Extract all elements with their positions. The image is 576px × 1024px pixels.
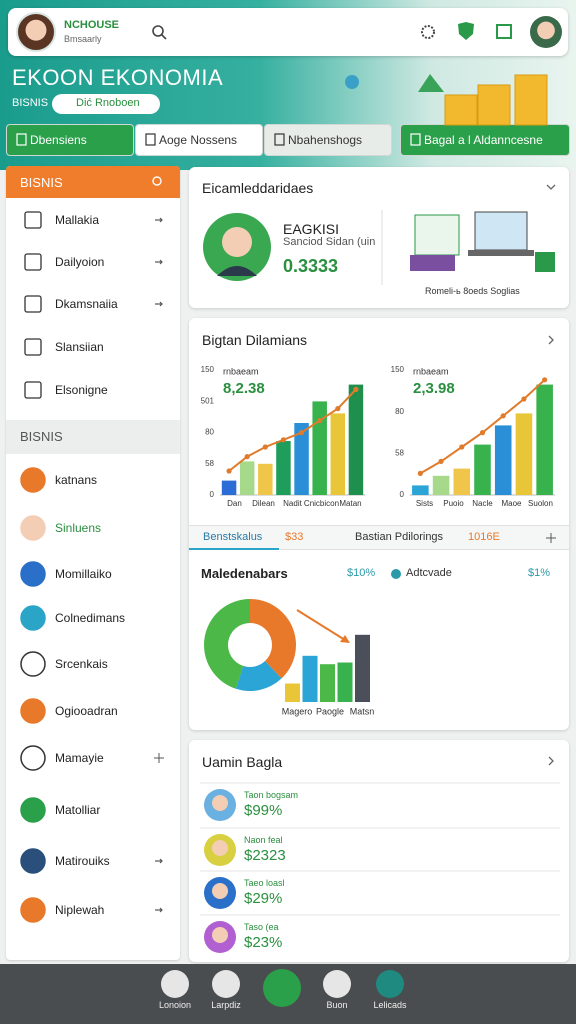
hero-title: EKOON EKONOMIA <box>12 65 224 90</box>
menu-item: Momillaiko <box>55 567 112 581</box>
row-value: $99% <box>244 802 283 819</box>
subtitle: Bmsaarly <box>64 34 102 44</box>
nav-label[interactable]: Larpdiz <box>211 1000 241 1010</box>
row-label: Naon feal <box>244 835 283 845</box>
stat: $1% <box>528 567 551 579</box>
tab-label: Nbahenshogs <box>288 133 363 147</box>
hero-badge <box>52 94 160 114</box>
menu-item: Dailyoion <box>55 255 105 269</box>
hero-badge-text: Dić Rnoboen <box>76 97 140 109</box>
menu-item: Ogiooadran <box>55 704 118 718</box>
tab-strip <box>189 525 569 550</box>
menu-item: Elsonigne <box>55 383 108 397</box>
active-tab <box>189 548 279 550</box>
menu-item: Matirouiks <box>55 854 110 868</box>
sidebar-section-bg <box>6 420 180 454</box>
tab-label: Aoge Nossens <box>159 133 238 147</box>
tab-label: Dbensiens <box>30 133 87 147</box>
tab[interactable] <box>400 124 570 156</box>
sidebar <box>6 166 180 960</box>
card-title: Uamin Bagla <box>202 754 283 770</box>
card <box>189 740 569 962</box>
menu-item: Mamayie <box>55 751 104 765</box>
row-label: Taso (ea <box>244 922 279 932</box>
menu-item: Srcenkais <box>55 657 108 671</box>
nav-label[interactable]: Rulain <box>269 991 295 1001</box>
tab-label: Bagal a l Aldanncesne <box>424 133 543 147</box>
menu-item: Mallakia <box>55 213 100 227</box>
brand: NCHOUSE <box>64 19 120 31</box>
row-value: $2323 <box>244 847 286 864</box>
top-bar <box>8 8 568 56</box>
hero-tag: BISNIS <box>12 97 49 109</box>
menu-item: Dkamsnaiia <box>55 297 118 311</box>
row-label: Taeo loasl <box>244 878 285 888</box>
menu-item: Matolliar <box>55 803 101 817</box>
profile-amount: 0.3333 <box>283 256 339 276</box>
avatar <box>16 12 56 52</box>
card-title: Eicamleddaridaes <box>202 180 314 196</box>
user-avatar <box>530 16 562 48</box>
legend-label: Adtcvade <box>406 567 452 579</box>
strip-label: Bastian Pdilorings <box>355 531 444 543</box>
tab[interactable] <box>6 124 134 156</box>
menu-item: katnans <box>55 473 98 487</box>
strip-label: $33 <box>285 531 304 543</box>
tab[interactable] <box>135 124 263 156</box>
menu-item: Sinluens <box>55 521 102 535</box>
card-title: Bigtan Dilamians <box>202 332 308 348</box>
strip-label: 1016E <box>468 531 500 543</box>
row-label: Taon bogsam <box>244 790 299 800</box>
row-value: $23% <box>244 934 283 951</box>
nav-label[interactable]: Buon <box>326 1000 348 1010</box>
profile-name: EAGKISI <box>283 221 340 237</box>
stat: $10% <box>347 567 376 579</box>
sidebar-section: BISNIS <box>20 175 63 190</box>
nav-label[interactable]: Lelicads <box>373 1000 407 1010</box>
nav-label[interactable]: Lonoion <box>158 1000 192 1010</box>
card <box>189 318 569 730</box>
row-value: $29% <box>244 890 283 907</box>
sidebar-header <box>6 166 180 198</box>
profile-role: Sanciod Sidan (uin <box>283 236 376 248</box>
menu-item: Slansiian <box>55 340 104 354</box>
section-title: Maledenabars <box>201 566 288 581</box>
menu-item: Niplewah <box>55 903 105 917</box>
menu-item: Colnedimans <box>55 611 126 625</box>
tab[interactable] <box>264 124 392 156</box>
strip-label: Benstskalus <box>203 531 263 543</box>
caption: Romeli-ь 8oeds Soglias <box>425 286 520 296</box>
sidebar-section: BISNIS <box>20 429 63 444</box>
